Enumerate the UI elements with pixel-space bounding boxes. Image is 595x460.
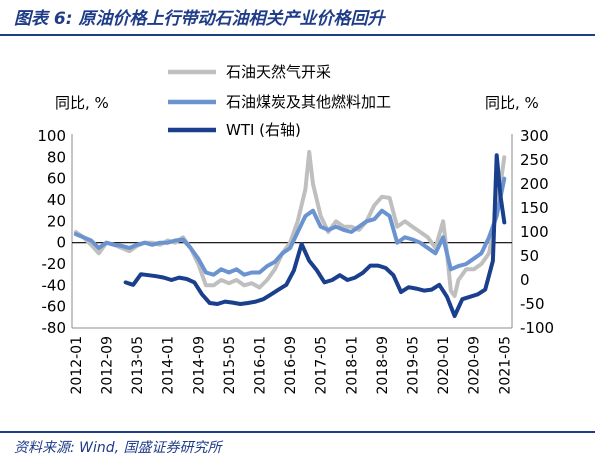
left-tick-label: 40 xyxy=(47,191,66,209)
x-tick-label: 2019-05 xyxy=(406,336,422,395)
x-tick-label: 2020-01 xyxy=(436,336,452,395)
right-tick-label: 50 xyxy=(520,247,539,265)
right-tick-label: -50 xyxy=(520,295,545,313)
x-tick-label: 2012-01 xyxy=(69,336,85,395)
x-tick-label: 2018-01 xyxy=(344,336,360,395)
x-tick-labels: 2012-01 2012-09 2013-05 2014-01 2014-09 2015-… xyxy=(69,336,514,395)
x-tick-label: 2014-01 xyxy=(161,336,177,395)
x-tick-label: 2012-09 xyxy=(99,336,115,395)
left-tick-label: 100 xyxy=(37,127,66,145)
left-tick-label: -20 xyxy=(42,255,67,273)
x-tick-label: 2016-09 xyxy=(283,336,299,395)
left-tick-label: 80 xyxy=(47,148,66,166)
series-line-2 xyxy=(73,176,507,277)
left-tick-label: -80 xyxy=(42,319,67,337)
right-tick-label: 100 xyxy=(520,223,549,241)
x-tick-label: 2018-09 xyxy=(375,336,391,395)
x-tick-label: 2014-09 xyxy=(191,336,207,395)
x-tick-label: 2021-05 xyxy=(497,336,513,395)
left-tick-label: -40 xyxy=(42,276,67,294)
x-tick-label: 2017-05 xyxy=(314,336,330,395)
legend-label-2: 石油煤炭及其他燃料加工 xyxy=(226,93,391,111)
right-tick-label: 200 xyxy=(520,175,549,193)
left-tick-labels: 100 80 60 40 20 0 -20 -40 -60 -80 xyxy=(37,127,66,337)
title-bar: 图表 6: 原油价格上行带动石油相关产业价格回升 xyxy=(0,0,595,34)
legend-label-3: WTI (右轴) xyxy=(226,121,301,139)
x-tick-label: 2016-01 xyxy=(252,336,268,395)
x-tick-label: 2015-05 xyxy=(222,336,238,395)
right-tick-label: 250 xyxy=(520,151,549,169)
series-lines xyxy=(73,150,507,318)
right-tick-label: 300 xyxy=(520,127,549,145)
legend-label-1: 石油天然气开采 xyxy=(226,63,331,81)
page-title: 图表 6: 原油价格上行带动石油相关产业价格回升 xyxy=(14,9,385,29)
right-tick-label: 0 xyxy=(520,271,530,289)
left-tick-label: 0 xyxy=(56,234,66,252)
series-line-3 xyxy=(123,153,507,318)
left-tick-label: 60 xyxy=(47,170,66,188)
left-tick-label: 20 xyxy=(47,212,66,230)
right-tick-labels: 300 250 200 150 100 50 0 -50 -100 xyxy=(520,127,554,337)
left-tick-label: -60 xyxy=(42,298,67,316)
right-tick-label: 150 xyxy=(520,199,549,217)
footer-rule xyxy=(0,431,595,433)
x-tick-label: 2020-09 xyxy=(467,336,483,395)
right-tick-label: -100 xyxy=(520,319,554,337)
source-note: 资料来源: Wind, 国盛证券研究所 xyxy=(14,440,222,456)
x-tick-label: 2013-05 xyxy=(130,336,146,395)
right-axis-title: 同比, % xyxy=(485,94,539,112)
title-underline xyxy=(0,34,595,36)
left-axis-title: 同比, % xyxy=(55,94,109,112)
